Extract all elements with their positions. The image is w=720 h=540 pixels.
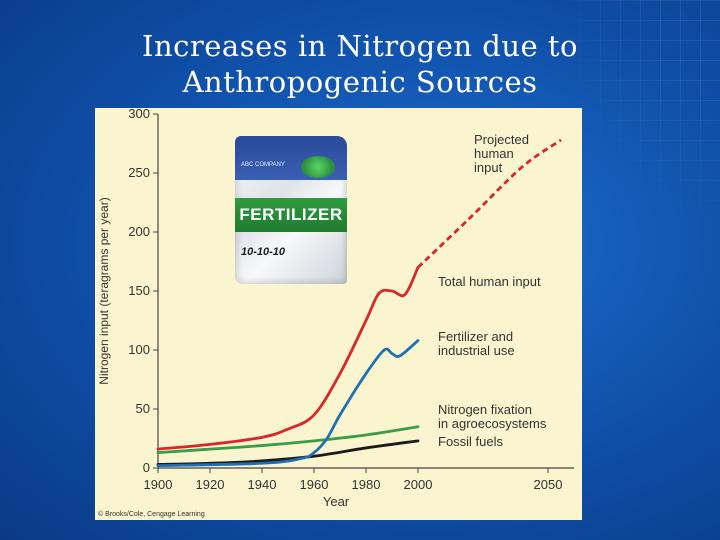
annotation-total: Total human input <box>438 274 541 289</box>
slide-title: Increases in Nitrogen due to Anthropogen… <box>0 28 720 100</box>
annotation-fossil: Fossil fuels <box>438 434 504 449</box>
series-line-nitrogen-fixation-in-agroecosystems <box>156 425 420 455</box>
series-line-total-human-input <box>156 266 420 451</box>
background-grid-decoration <box>560 0 720 220</box>
y-tick-label: 0 <box>143 460 150 475</box>
y-tick-label: 150 <box>128 283 150 298</box>
bag-grade-text: 10-10-10 <box>241 246 286 258</box>
annotation-projected: human <box>474 146 514 161</box>
series-line-fertilizer-and-industrial-use <box>156 339 420 468</box>
y-tick-label: 300 <box>128 108 150 121</box>
bag-product-label: FERTILIZER <box>235 198 347 232</box>
y-tick-label: 50 <box>136 401 150 416</box>
x-tick-label: 1980 <box>352 477 381 492</box>
annotation-projected: Projected <box>474 132 529 147</box>
copyright-credit: © Brooks/Cole, Cengage Learning <box>98 511 205 518</box>
bag-company-text: ABC COMPANY <box>241 162 285 168</box>
y-tick-label: 100 <box>128 342 150 357</box>
annotation-fixation: Nitrogen fixation <box>438 402 532 417</box>
x-tick-label: 1920 <box>196 477 225 492</box>
nitrogen-line-chart: 0 50 100 150 200 250 300 1900 1920 1940 1960 1980 20… <box>97 108 574 509</box>
x-tick-label: 2000 <box>404 477 433 492</box>
annotation-fertilizer: Fertilizer and <box>438 329 513 344</box>
x-tick-label: 1940 <box>248 477 277 492</box>
title-line-2: Anthropogenic Sources <box>182 65 538 99</box>
x-tick-label: 2050 <box>534 477 563 492</box>
y-tick-label: 250 <box>128 165 150 180</box>
annotation-fertilizer: industrial use <box>438 343 515 358</box>
x-tick-label: 1960 <box>300 477 329 492</box>
series-line-projected-human-input <box>417 138 562 269</box>
annotation-fixation: in agroecosystems <box>438 416 547 431</box>
y-axis-title: Nitrogen input (teragrams per year) <box>97 197 111 384</box>
x-tick-label: 1900 <box>144 477 173 492</box>
chart-figure: 0 50 100 150 200 250 300 1900 1920 1940 1960 1980 20… <box>95 108 582 520</box>
title-line-1: Increases in Nitrogen due to <box>142 29 578 63</box>
x-axis-title: Year <box>323 494 350 509</box>
fertilizer-bag-photo: ABC COMPANY FERTILIZER 10-10-10 <box>235 136 347 284</box>
bag-logo-icon <box>301 156 335 178</box>
annotation-projected: input <box>474 160 503 175</box>
y-tick-label: 200 <box>128 224 150 239</box>
